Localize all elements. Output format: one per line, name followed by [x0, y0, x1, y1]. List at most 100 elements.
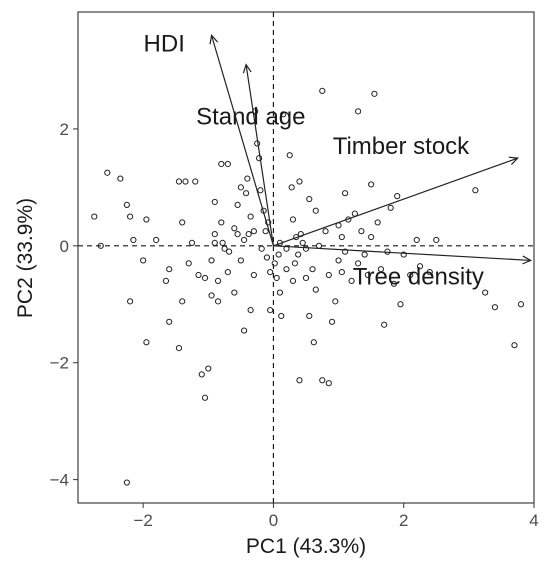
score-point: [258, 245, 265, 252]
score-point: [265, 219, 272, 226]
score-point: [275, 251, 282, 258]
score-point: [166, 318, 173, 325]
score-point: [175, 178, 183, 185]
score-point: [517, 301, 525, 308]
x-axis-ticks: −2 0 2 4: [133, 503, 539, 530]
score-point: [433, 236, 440, 244]
score-point: [179, 298, 186, 305]
score-points: [91, 87, 525, 486]
score-point: [237, 184, 244, 191]
score-point: [224, 269, 231, 276]
score-point: [472, 187, 479, 194]
score-point: [416, 263, 424, 270]
score-point: [368, 181, 375, 188]
score-point: [271, 260, 278, 267]
score-point: [397, 301, 404, 308]
score-point: [262, 228, 269, 235]
score-point: [117, 175, 124, 182]
loading-label-hdi: HDI: [144, 30, 185, 57]
score-point: [426, 269, 433, 276]
score-point: [97, 242, 104, 249]
reference-lines: [78, 12, 534, 503]
score-point: [302, 274, 310, 282]
loading-arrowhead-stand-age: [242, 63, 252, 74]
score-point: [104, 169, 111, 176]
score-point: [299, 239, 306, 246]
score-point: [143, 216, 150, 223]
score-point: [482, 289, 489, 296]
score-point: [387, 204, 394, 211]
score-point: [407, 271, 414, 279]
score-point: [381, 321, 388, 328]
score-point: [201, 394, 209, 401]
score-point: [283, 266, 290, 273]
score-point: [234, 231, 241, 238]
score-point: [205, 365, 212, 372]
score-point: [325, 380, 332, 387]
score-point: [273, 274, 280, 282]
score-point: [341, 190, 349, 197]
score-point: [341, 248, 349, 255]
score-point: [328, 318, 336, 325]
score-point: [291, 260, 299, 267]
score-point: [310, 339, 317, 346]
score-point: [198, 371, 205, 378]
score-point: [123, 479, 130, 486]
score-point: [244, 175, 251, 182]
score-point: [364, 271, 371, 279]
loading-arrow-tree-density: [273, 245, 531, 262]
score-point: [231, 289, 238, 296]
score-point: [179, 219, 186, 226]
loading-label-tree-density: Tree density: [353, 263, 484, 290]
score-point: [211, 239, 218, 246]
score-point: [296, 178, 303, 185]
score-point: [208, 257, 215, 264]
score-point: [413, 236, 420, 244]
score-point: [348, 277, 355, 284]
score-point: [162, 277, 170, 284]
score-point: [255, 155, 263, 162]
score-point: [355, 108, 362, 115]
score-point: [377, 266, 385, 273]
score-point: [312, 207, 319, 214]
score-point: [188, 239, 196, 246]
x-axis-title: PC1 (43.3%): [246, 535, 366, 558]
score-point: [219, 239, 226, 246]
score-point: [250, 228, 257, 235]
score-point: [237, 257, 244, 264]
score-point: [302, 245, 310, 252]
score-point: [250, 271, 257, 279]
score-point: [234, 201, 241, 208]
score-point: [91, 213, 98, 220]
score-point: [208, 292, 215, 299]
score-point: [245, 231, 252, 238]
score-point: [218, 219, 225, 226]
score-point: [288, 184, 295, 191]
score-point: [295, 251, 302, 258]
score-point: [201, 274, 209, 282]
score-point: [221, 245, 228, 252]
score-point: [247, 307, 254, 314]
score-point: [358, 228, 365, 235]
score-point: [511, 342, 518, 349]
x-tick-label: 2: [399, 511, 408, 530]
score-point: [297, 231, 304, 238]
y-tick-label: 2: [60, 120, 69, 139]
y-axis-ticks: −4 −2 0 2: [50, 120, 78, 490]
score-point: [231, 225, 238, 232]
score-point: [306, 312, 313, 320]
x-tick-label: −2: [133, 511, 152, 530]
score-point: [325, 271, 332, 279]
score-point: [296, 377, 303, 384]
loading-arrow-timber-stock: [273, 157, 518, 247]
score-point: [214, 298, 222, 305]
y-axis-title: PC2 (33.9%): [14, 198, 37, 318]
loading-arrowhead-tree-density: [522, 255, 533, 265]
loading-arrowhead-hdi: [209, 34, 219, 45]
score-point: [263, 254, 271, 261]
score-point: [214, 277, 222, 284]
score-point: [278, 312, 285, 320]
score-point: [257, 187, 264, 194]
score-point: [224, 160, 231, 168]
score-point: [315, 242, 323, 249]
